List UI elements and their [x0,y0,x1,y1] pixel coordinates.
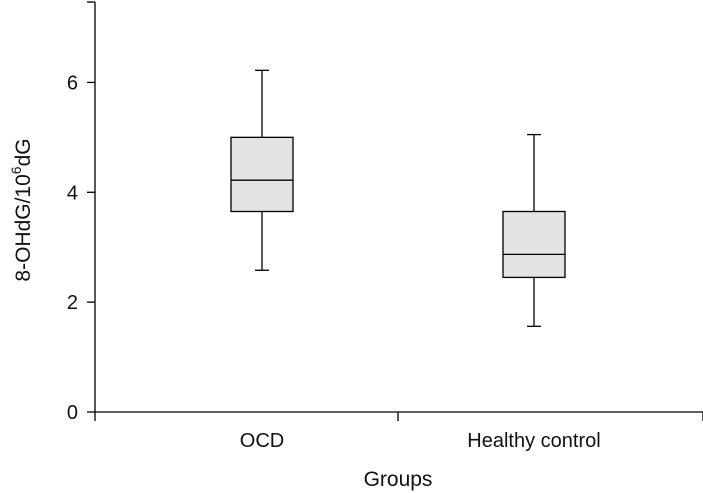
y-axis-title-exponent: 6 [8,166,24,174]
x-tick-label-ocd: OCD [240,430,284,452]
y-axis-title-suffix: dG [12,138,35,166]
x-axis-ticks: OCD Healthy control [94,412,703,452]
box-ocd [230,69,294,271]
x-axis-title: Groups [364,468,433,491]
y-axis-ticks: 0 2 4 6 [67,72,95,424]
y-tick-label-6: 6 [67,72,78,94]
iqr-box-ocd [230,136,294,213]
x-tick-label-healthy-control: Healthy control [467,430,600,452]
y-tick-label-4: 4 [67,182,78,204]
y-tick-label-2: 2 [67,292,78,314]
box-healthy-control [502,133,566,327]
iqr-box-healthy-control [502,210,566,279]
y-axis-title: 8-OHdG/106dG [8,138,35,281]
boxes [230,69,566,327]
axes [87,1,703,413]
y-tick-label-0: 0 [67,402,78,424]
y-axis-title-base: 8-OHdG/10 [12,174,35,281]
